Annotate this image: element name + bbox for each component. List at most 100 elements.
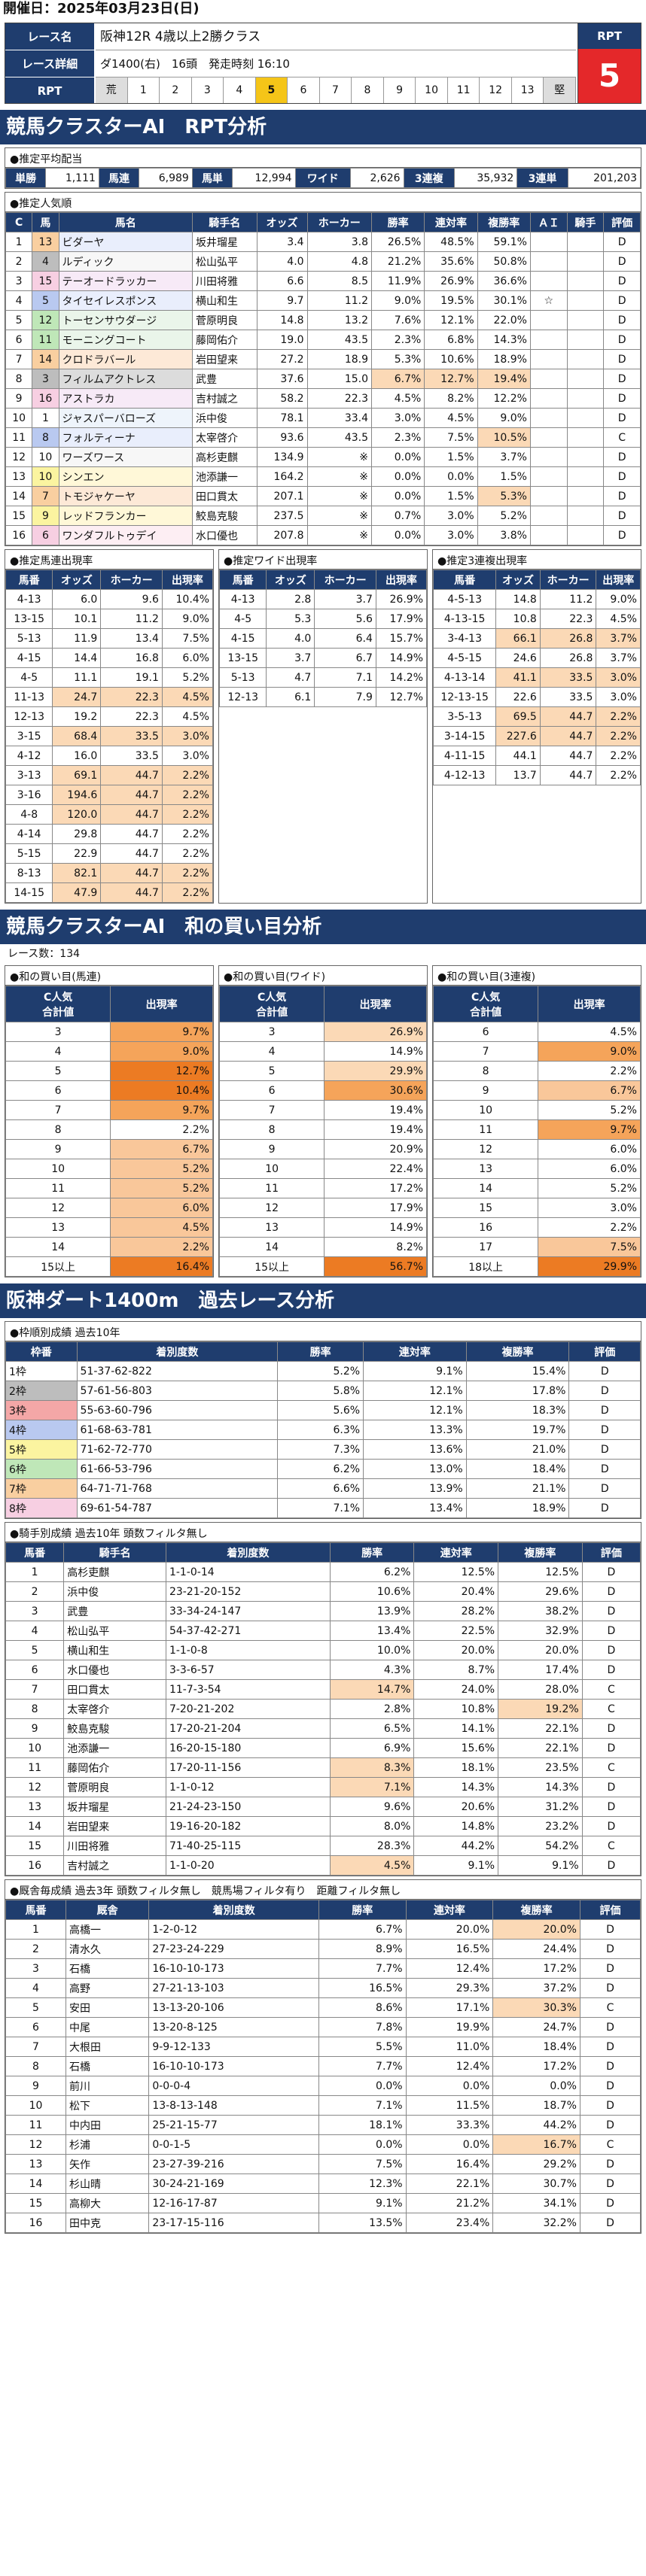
- table-row: 3 9.7%: [5, 1022, 213, 1042]
- section-rpt-analysis: 競馬クラスターAI RPT分析: [0, 110, 646, 144]
- trainer-cell: 12.4%: [405, 1958, 494, 1979]
- pop-cell-6: 5.3%: [371, 349, 425, 369]
- jockey-cell: 38.2%: [498, 1601, 583, 1621]
- column-header: 馬番: [5, 1900, 67, 1920]
- table-row: 4 9.0%: [5, 1041, 213, 1062]
- umaren-cell: 13.4: [100, 628, 163, 649]
- trainer-cell: 7.7%: [318, 1958, 407, 1979]
- pop-cell-2: モーニングコート: [58, 330, 193, 350]
- sum-rate: 16.4%: [110, 1256, 213, 1277]
- jockey-cell: 2: [5, 1581, 65, 1602]
- waku-cell: D: [568, 1498, 641, 1518]
- sum-key: 15以上: [5, 1256, 111, 1277]
- pop-cell-8: 12.2%: [477, 388, 531, 409]
- trainer-cell: 11.5%: [405, 2095, 494, 2116]
- trainer-cell: D: [579, 1958, 641, 1979]
- sum-key: 6: [432, 1022, 539, 1042]
- sum-rate: 2.2%: [538, 1061, 641, 1081]
- jockey-cell: 19.2%: [498, 1699, 583, 1719]
- trainer-cell: 8: [5, 2056, 67, 2076]
- sum-title: ●和の買い目(馬連): [5, 966, 213, 986]
- payout-type: 単勝: [5, 168, 47, 188]
- trainer-cell: 16.5%: [318, 1978, 407, 1998]
- column-header: 着別度数: [148, 1900, 319, 1920]
- sanrenpuku-cell: 11.2: [539, 589, 597, 609]
- wide-table: 馬番 オッズ ホーカー 出現率 4-13 2.8 3.7 26.9% 4-5 5.3 5.6 17.9…: [218, 570, 428, 707]
- trainer-cell: 12: [5, 2134, 67, 2155]
- race-name: 阪神12R 4歳以上2勝クラス: [96, 23, 576, 50]
- sum-title: ●和の買い目(3連複): [433, 966, 641, 986]
- pop-cell-4: 58.2: [256, 388, 308, 409]
- pop-cell-4: 164.2: [256, 466, 308, 487]
- wide-cell: 6.7: [314, 648, 376, 668]
- umaren-cell: 2.2%: [161, 843, 214, 864]
- waku-title: ●枠順別成績 過去10年: [5, 1322, 641, 1341]
- table-row: 10 5.2%: [5, 1159, 213, 1179]
- sanrenpuku-cell: 3.7%: [596, 628, 641, 649]
- jockey-cell: 坂井瑠星: [63, 1797, 166, 1817]
- sum-rate: 9.0%: [110, 1041, 213, 1062]
- pop-cell-0: 12: [5, 447, 33, 467]
- jockey-cell: 14.8%: [413, 1816, 499, 1836]
- trainer-cell: 6.7%: [318, 1919, 407, 1940]
- jockey-cell: D: [581, 1738, 641, 1758]
- umaren-cell: 4.5%: [161, 706, 214, 727]
- pop-cell-7: 4.5%: [424, 408, 478, 428]
- umaren-cell: 33.5: [100, 726, 163, 746]
- sanrenpuku-cell: 14.8: [495, 589, 541, 609]
- sanrenpuku-cell: 44.1: [495, 746, 541, 766]
- umaren-title: ●推定馬連出現率: [5, 550, 213, 570]
- sum-key: 8: [5, 1119, 111, 1140]
- race-detail-label: レース詳細: [5, 50, 94, 77]
- table-row: 11 藤岡佑介 17-20-11-156 8.3% 18.1% 23.5% C: [5, 1757, 641, 1778]
- trainer-cell: D: [579, 2115, 641, 2135]
- waku-cell: 8枠: [5, 1498, 78, 1518]
- wide-cell: 3.7: [314, 589, 376, 609]
- trainer-cell: 23-27-39-216: [148, 2154, 319, 2174]
- jockey-cell: D: [581, 1816, 641, 1836]
- umaren-cell: 19.2: [52, 706, 102, 727]
- table-row: 13 6.0%: [432, 1159, 641, 1179]
- jockey-cell: 鮫島克駿: [63, 1718, 166, 1739]
- trainer-cell: 9.1%: [318, 2193, 407, 2213]
- sum-rate: 17.2%: [324, 1178, 427, 1198]
- pop-cell-10: [566, 310, 605, 330]
- trainer-cell: 23-17-15-116: [148, 2213, 319, 2233]
- umaren-cell: 22.3: [100, 687, 163, 707]
- jockey-cell: 20.0%: [498, 1640, 583, 1660]
- trainer-cell: 6: [5, 2017, 67, 2037]
- trainer-cell: 15: [5, 2193, 67, 2213]
- table-row: 4-13 2.8 3.7 26.9%: [218, 589, 428, 609]
- sanrenpuku-cell: 3.0%: [596, 687, 641, 707]
- jockey-cell: 21-24-23-150: [165, 1797, 331, 1817]
- waku-cell: 6.6%: [277, 1478, 364, 1499]
- sum-rate: 26.9%: [324, 1022, 427, 1042]
- jockey-cell: 池添謙一: [63, 1738, 166, 1758]
- pop-cell-5: 43.5: [306, 330, 373, 350]
- jockey-cell: 14.3%: [498, 1777, 583, 1797]
- pop-cell-2: ルディック: [58, 251, 193, 272]
- pop-cell-0: 10: [5, 408, 33, 428]
- trainer-cell: 13.5%: [318, 2213, 407, 2233]
- pop-cell-7: 1.5%: [424, 486, 478, 506]
- pop-cell-11: D: [603, 369, 641, 389]
- pop-cell-6: 21.2%: [371, 251, 425, 272]
- rpt-cell: 5: [255, 77, 288, 103]
- table-row: 2 清水久 27-23-24-229 8.9% 16.5% 24.4% D: [5, 1939, 641, 1959]
- sum-rate: 19.4%: [324, 1100, 427, 1120]
- sum-rate: 7.5%: [538, 1237, 641, 1257]
- umaren-cell: 29.8: [52, 824, 102, 844]
- pop-cell-7: 19.5%: [424, 290, 478, 311]
- waku-cell: 13.3%: [363, 1420, 467, 1440]
- sum-key: 15: [432, 1198, 539, 1218]
- trainer-cell: 44.2%: [492, 2115, 580, 2135]
- pop-cell-9: [529, 525, 568, 545]
- waku-cell: 5.6%: [277, 1400, 364, 1420]
- pop-cell-0: 13: [5, 466, 33, 487]
- column-header: 出現率: [538, 986, 641, 1022]
- jockey-cell: 6.2%: [329, 1562, 415, 1582]
- umaren-cell: 5-15: [5, 843, 53, 864]
- trainer-cell: 11: [5, 2115, 67, 2135]
- table-header: C 馬馬名 騎手名 オッズ ホーカー 勝率 連対率 複勝率 ＡＩ 騎手 評価: [5, 212, 641, 232]
- pop-cell-0: 5: [5, 310, 33, 330]
